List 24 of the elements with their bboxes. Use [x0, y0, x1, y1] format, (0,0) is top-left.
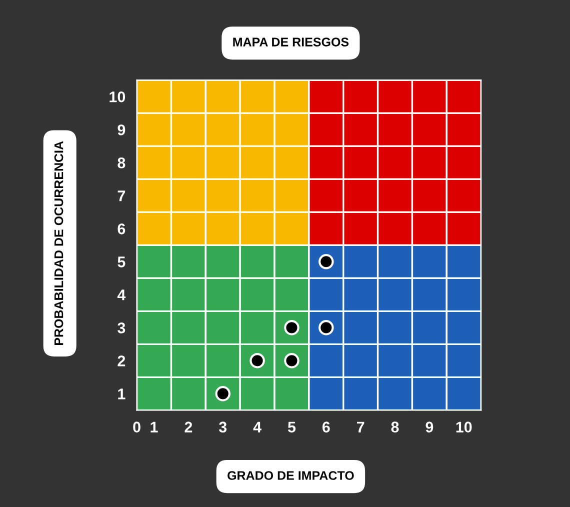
x-tick-label: 9	[426, 422, 434, 432]
x-tick-label: 7	[356, 422, 364, 432]
y-tick-label: 9	[118, 124, 126, 136]
x-tick-label: 10	[456, 422, 472, 432]
y-tick-label: 4	[117, 290, 126, 300]
x-tick-label: 4	[253, 422, 262, 432]
x-tick-label: 5	[288, 422, 296, 432]
y-tick-label: 5	[118, 256, 126, 268]
y-tick-label: 2	[118, 356, 126, 366]
y-tick-label: 1	[118, 388, 126, 400]
y-tick-label: 8	[118, 157, 126, 168]
x-tick-label: 6	[322, 422, 330, 432]
x-tick-label: 2	[184, 422, 192, 432]
y-axis-title: PROBABILIDAD DE OCURRENCIA	[54, 141, 64, 345]
x-tick-label: 3	[218, 422, 227, 433]
x-axis-title: GRADO DE IMPACTO	[228, 471, 354, 480]
chart-title: MAPA DE RIESGOS	[233, 38, 349, 46]
y-tick-label: 3	[118, 322, 126, 334]
x-tick-label: 0	[133, 422, 140, 432]
y-tick-label: 6	[118, 224, 126, 234]
x-tick-label: 8	[391, 422, 399, 432]
y-tick-label: 7	[118, 190, 126, 202]
y-tick-label: 10	[110, 91, 126, 102]
x-tick-label: 1	[150, 422, 158, 432]
